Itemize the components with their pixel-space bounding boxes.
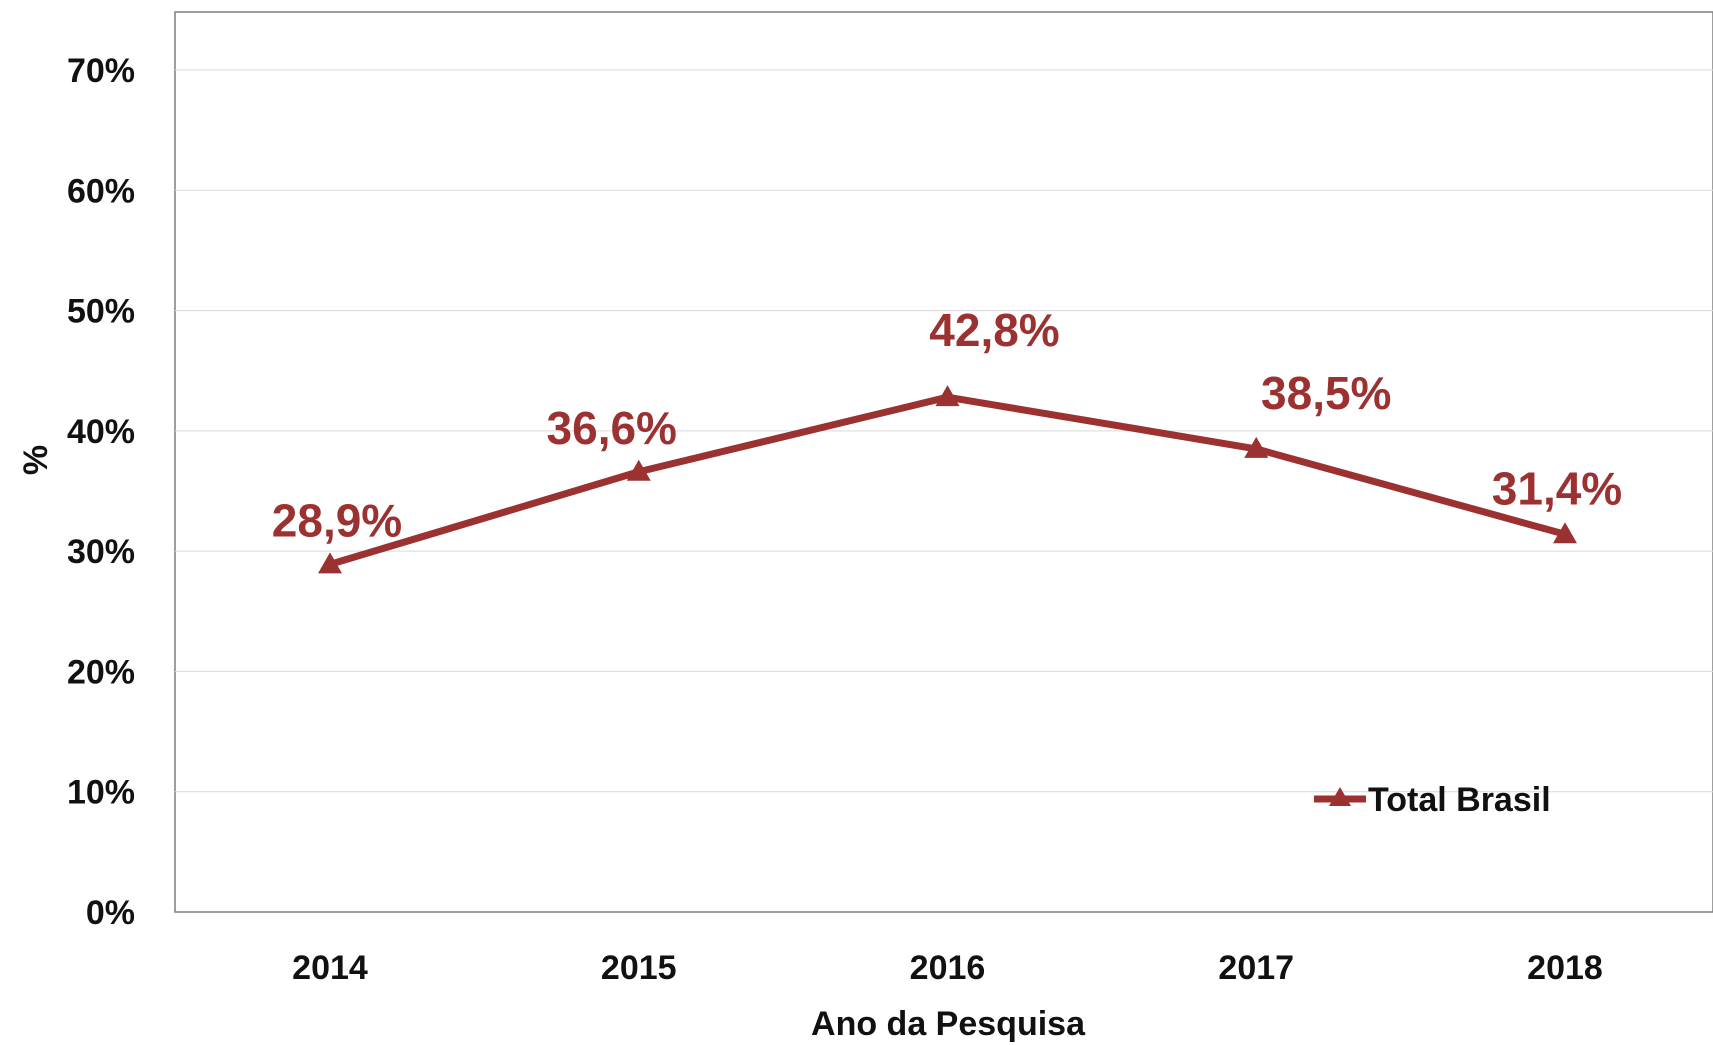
data-label-2014: 28,9% [272,494,402,546]
x-tick-label: 2016 [910,949,986,987]
data-label-2016: 42,8% [929,304,1059,356]
y-tick-label: 50% [67,293,135,331]
y-tick-label: 20% [67,653,135,691]
data-label-2018: 31,4% [1492,462,1622,514]
data-point-triangle-2018 [1553,522,1577,544]
y-axis-title: % [17,445,55,475]
y-tick-label: 70% [67,52,135,90]
data-labels: 28,9% 36,6% 42,8% 38,5% 31,4% [272,304,1622,546]
y-tick-label: 10% [67,774,135,812]
series-total-brasil [318,385,1577,574]
x-axis-title: Ano da Pesquisa [811,1005,1086,1043]
data-point-triangle-2016 [935,385,960,407]
y-tick-label: 40% [67,413,135,451]
data-label-2015: 36,6% [547,402,677,454]
x-tick-label: 2018 [1527,949,1603,987]
data-point-triangle-2015 [626,459,651,481]
y-tick-label: 30% [67,533,135,571]
y-tick-label: 60% [67,172,135,210]
legend-triangle-marker-icon [1329,787,1351,806]
legend-label: Total Brasil [1368,781,1551,819]
x-tick-label: 2017 [1218,949,1294,987]
legend: Total Brasil [1314,781,1551,819]
plot-area [174,11,1713,913]
gridlines [175,69,1713,793]
x-tick-label: 2015 [601,949,677,987]
data-point-triangle-2014 [318,552,342,574]
y-tick-label: 0% [86,894,135,932]
y-axis-ticks: 0% 10% 20% 30% 40% 50% 60% 70% [67,52,135,932]
x-axis-ticks: 2014 2015 2016 2017 2018 [292,949,1603,987]
x-tick-label: 2014 [292,949,368,987]
data-label-2017: 38,5% [1261,367,1391,419]
data-point-triangle-2017 [1244,436,1269,458]
